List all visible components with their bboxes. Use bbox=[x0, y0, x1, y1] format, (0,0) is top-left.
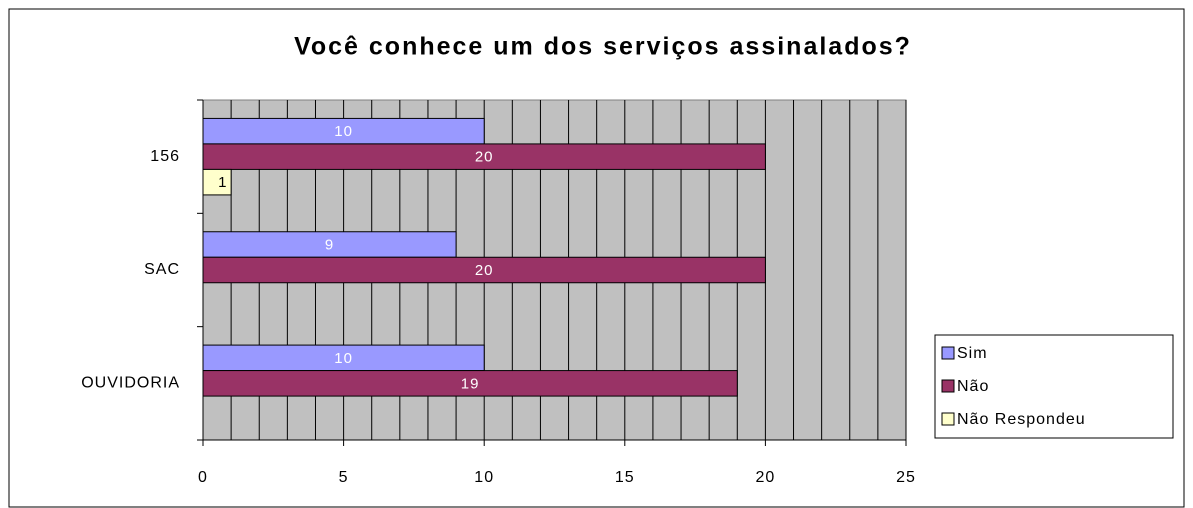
bar bbox=[202, 143, 766, 170]
legend-swatch bbox=[941, 379, 955, 393]
value-label: 9 bbox=[325, 236, 334, 253]
x-tick-label: 0 bbox=[198, 469, 208, 486]
y-tick-label: 156 bbox=[150, 148, 180, 165]
chart-title: Você conhece um dos serviços assinalados… bbox=[294, 33, 912, 61]
legend-swatch bbox=[941, 346, 955, 360]
value-label: 20 bbox=[475, 149, 494, 166]
value-label: 10 bbox=[334, 350, 353, 367]
legend-label: Sim bbox=[957, 345, 988, 362]
legend bbox=[934, 334, 1174, 439]
x-tick-label: 25 bbox=[896, 469, 916, 486]
legend-swatch bbox=[941, 412, 955, 426]
bar bbox=[202, 117, 485, 145]
bar bbox=[202, 231, 457, 258]
x-tick-label: 5 bbox=[339, 469, 349, 486]
legend-label: Não bbox=[957, 378, 989, 395]
bar bbox=[202, 370, 738, 397]
bar bbox=[202, 168, 232, 196]
bar bbox=[202, 256, 766, 284]
legend-label: Não Respondeu bbox=[957, 411, 1086, 428]
y-tick-label: OUVIDORIA bbox=[81, 375, 180, 392]
value-label: 10 bbox=[334, 123, 353, 140]
x-tick-label: 15 bbox=[615, 469, 635, 486]
x-tick-label: 10 bbox=[474, 469, 494, 486]
y-tick-label: SAC bbox=[144, 261, 180, 278]
x-tick-label: 20 bbox=[756, 469, 776, 486]
value-label: 20 bbox=[475, 262, 494, 279]
value-label: 19 bbox=[461, 375, 480, 392]
value-label: 1 bbox=[218, 174, 227, 191]
